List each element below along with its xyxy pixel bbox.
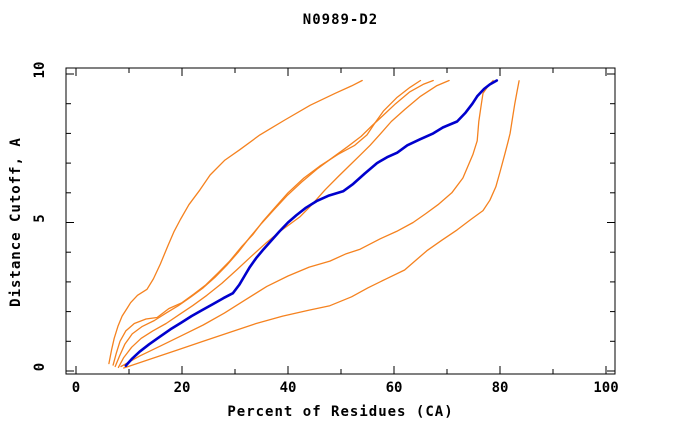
x-tick-label: 80 xyxy=(492,380,509,396)
series-orange-4 xyxy=(117,79,450,369)
y-tick-label: 0 xyxy=(32,363,48,371)
series-blue xyxy=(124,79,499,368)
x-axis-title: Percent of Residues (CA) xyxy=(227,404,454,420)
y-tick-label: 10 xyxy=(32,62,48,79)
x-tick-label: 20 xyxy=(174,380,191,396)
series-orange-6 xyxy=(123,80,520,369)
series-orange-1 xyxy=(108,79,363,365)
y-axis-title: Distance Cutoff, A xyxy=(8,137,24,307)
plot-frame xyxy=(65,67,616,375)
x-tick-label: 100 xyxy=(593,380,618,396)
x-tick-label: 0 xyxy=(72,380,80,396)
chart-title: N0989-D2 xyxy=(302,12,379,28)
x-tick-label: 60 xyxy=(386,380,403,396)
series-orange-5 xyxy=(120,79,494,368)
x-tick-label: 40 xyxy=(280,380,297,396)
series-orange-3 xyxy=(114,79,434,368)
y-tick-label: 5 xyxy=(32,214,48,222)
